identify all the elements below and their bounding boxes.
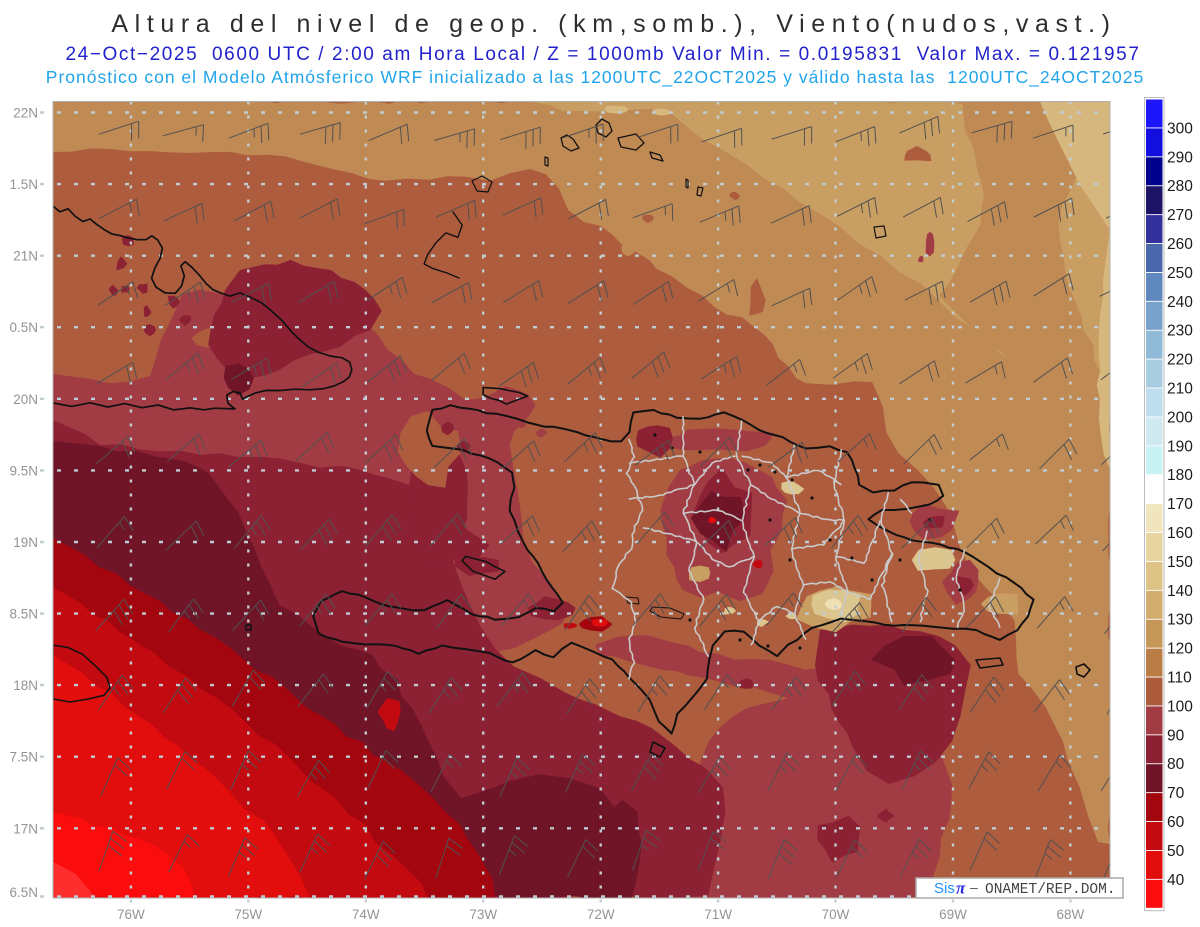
svg-text:60: 60 [1167, 814, 1185, 831]
svg-text:8.5N: 8.5N [9, 607, 38, 622]
svg-text:250: 250 [1167, 265, 1193, 282]
svg-text:0.5N: 0.5N [9, 320, 38, 335]
svg-text:100: 100 [1167, 698, 1193, 715]
svg-text:7.5N: 7.5N [9, 750, 38, 765]
svg-text:19N: 19N [13, 535, 38, 550]
svg-text:300: 300 [1167, 120, 1193, 137]
svg-text:280: 280 [1167, 178, 1193, 195]
svg-text:70: 70 [1167, 785, 1185, 802]
svg-text:170: 170 [1167, 496, 1193, 513]
svg-text:50: 50 [1167, 843, 1185, 860]
svg-text:Sis: Sis [934, 880, 955, 897]
svg-text:1.5N: 1.5N [9, 177, 38, 192]
svg-text:71W: 71W [704, 907, 732, 922]
svg-text:180: 180 [1167, 467, 1193, 484]
svg-text:150: 150 [1167, 554, 1193, 571]
svg-text:68W: 68W [1057, 907, 1085, 922]
svg-text:110: 110 [1167, 670, 1192, 687]
svg-text:π: π [956, 879, 966, 898]
svg-text:69W: 69W [939, 907, 967, 922]
svg-text:220: 220 [1167, 352, 1193, 369]
svg-text:18N: 18N [13, 678, 38, 693]
svg-text:ONAMET/REP.DOM.: ONAMET/REP.DOM. [985, 882, 1116, 898]
svg-text:190: 190 [1167, 438, 1193, 455]
svg-text:73W: 73W [469, 907, 497, 922]
svg-text:210: 210 [1167, 381, 1193, 398]
svg-text:70W: 70W [822, 907, 850, 922]
svg-text:76W: 76W [117, 907, 145, 922]
svg-text:–: – [970, 879, 978, 895]
svg-text:20N: 20N [13, 392, 38, 407]
svg-text:17N: 17N [13, 821, 38, 836]
svg-text:290: 290 [1167, 149, 1193, 166]
svg-text:22N: 22N [13, 106, 38, 121]
svg-text:74W: 74W [352, 907, 380, 922]
svg-text:72W: 72W [587, 907, 615, 922]
svg-text:6.5N: 6.5N [9, 885, 38, 900]
svg-text:120: 120 [1167, 641, 1193, 658]
svg-text:230: 230 [1167, 323, 1193, 340]
svg-text:260: 260 [1167, 236, 1193, 253]
svg-text:140: 140 [1167, 583, 1193, 600]
svg-text:90: 90 [1167, 727, 1185, 744]
svg-text:80: 80 [1167, 756, 1185, 773]
svg-text:270: 270 [1167, 207, 1193, 224]
svg-text:160: 160 [1167, 525, 1193, 542]
svg-text:240: 240 [1167, 294, 1193, 311]
svg-text:9.5N: 9.5N [9, 463, 38, 478]
svg-text:40: 40 [1167, 872, 1185, 889]
svg-text:75W: 75W [234, 907, 262, 922]
svg-text:200: 200 [1167, 409, 1193, 426]
svg-text:130: 130 [1167, 612, 1193, 629]
svg-text:21N: 21N [13, 249, 38, 264]
